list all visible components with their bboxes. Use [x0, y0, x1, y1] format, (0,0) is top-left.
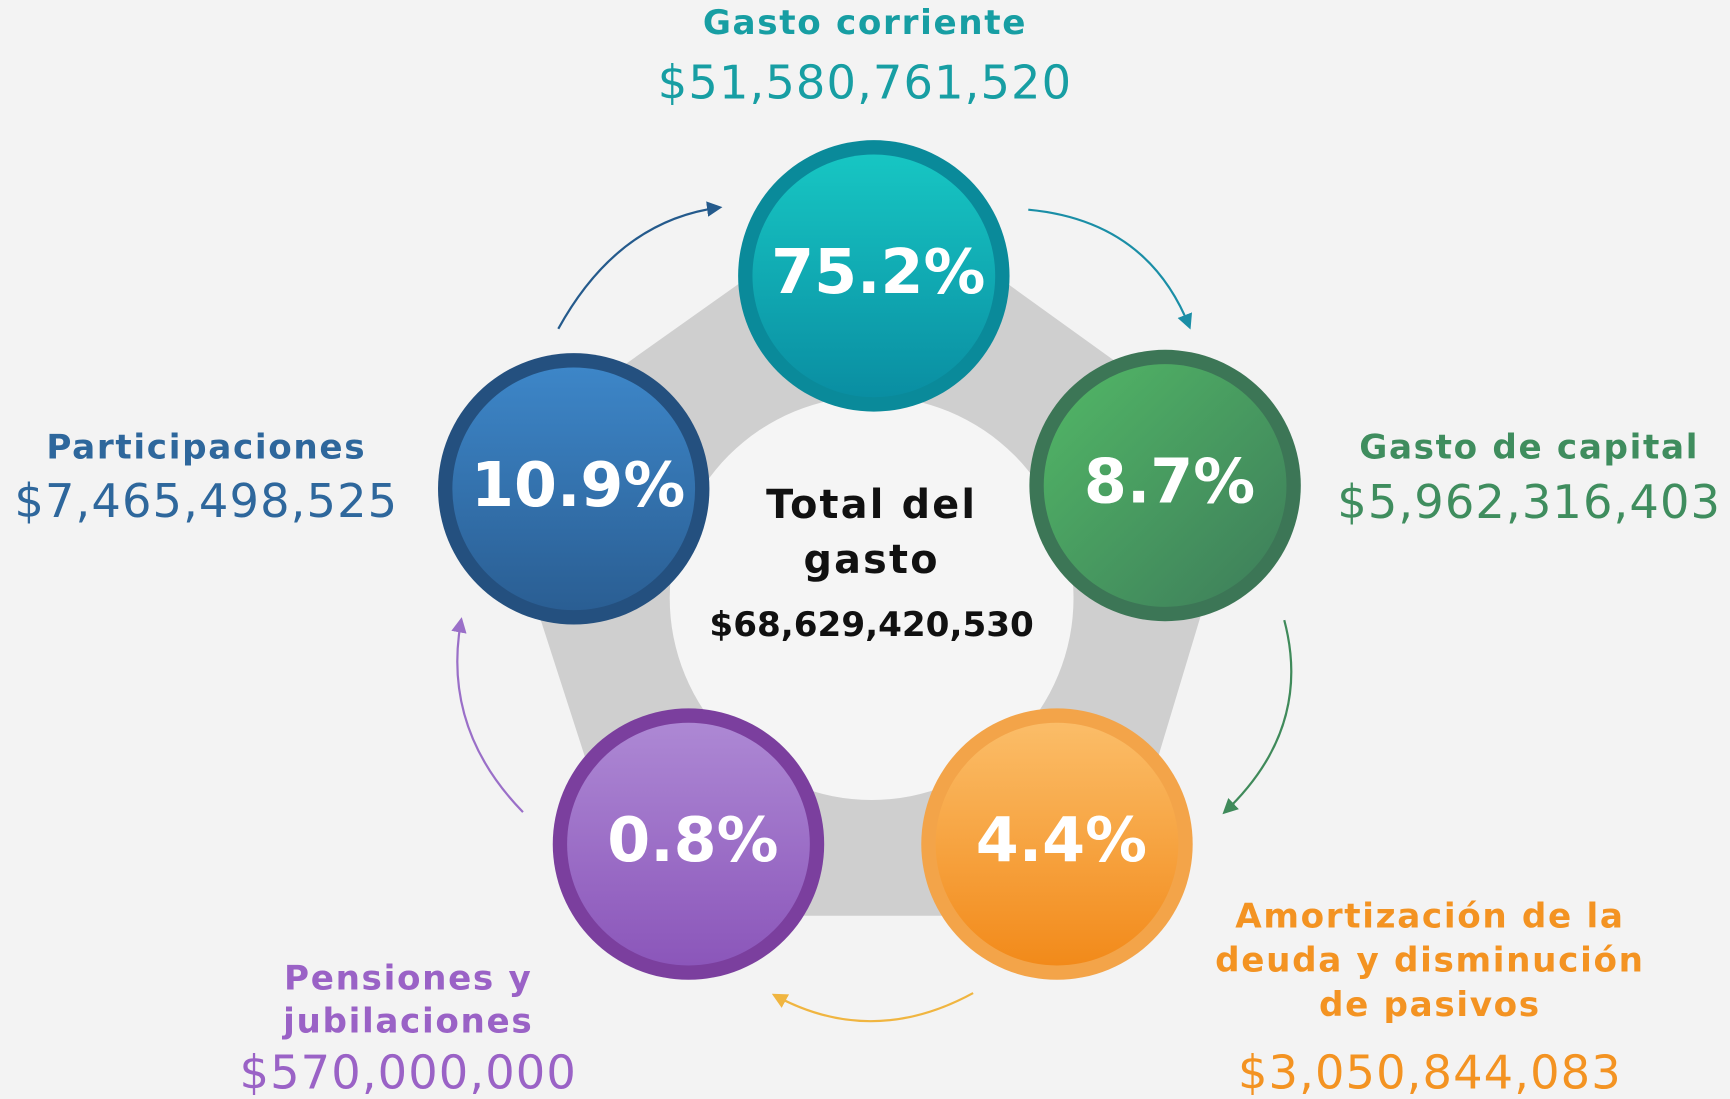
- item-label: Amortización de la: [1235, 897, 1624, 937]
- item-label: Participaciones: [46, 428, 366, 468]
- item-label: Gasto corriente: [703, 3, 1027, 43]
- arrow: [451, 617, 524, 813]
- item-label: jubilaciones: [281, 1001, 533, 1041]
- node: [1043, 364, 1287, 607]
- arrow: [771, 992, 974, 1023]
- item-label: de pasivos: [1319, 985, 1541, 1025]
- center-title: gasto: [804, 537, 940, 583]
- item-label: Gasto de capital: [1359, 428, 1699, 468]
- nodes: [438, 140, 1301, 980]
- node: [567, 722, 810, 966]
- item-amount: $570,000,000: [240, 1045, 577, 1099]
- item-amount: $7,465,498,525: [14, 474, 398, 528]
- center-title: Total del: [766, 482, 977, 528]
- node: [452, 367, 696, 611]
- node-percent: 4.4%: [976, 804, 1147, 876]
- node: [752, 154, 996, 398]
- arrow: [1222, 619, 1293, 815]
- node-percent: 0.8%: [607, 804, 778, 876]
- center-disc: [669, 396, 1074, 800]
- item-amount: $3,050,844,083: [1238, 1045, 1622, 1099]
- arrow: [557, 201, 723, 330]
- item-label: deuda y disminución: [1215, 941, 1644, 981]
- item-amount: $51,580,761,520: [658, 56, 1072, 110]
- node-percent: 75.2%: [771, 236, 985, 308]
- node-percent: 8.7%: [1084, 446, 1255, 518]
- arrow: [1028, 208, 1193, 330]
- node-percent: 10.9%: [471, 449, 685, 521]
- item-amount: $5,962,316,403: [1337, 475, 1721, 529]
- center-total: $68,629,420,530: [709, 605, 1033, 645]
- item-label: Pensiones y: [284, 958, 532, 998]
- node: [935, 722, 1179, 966]
